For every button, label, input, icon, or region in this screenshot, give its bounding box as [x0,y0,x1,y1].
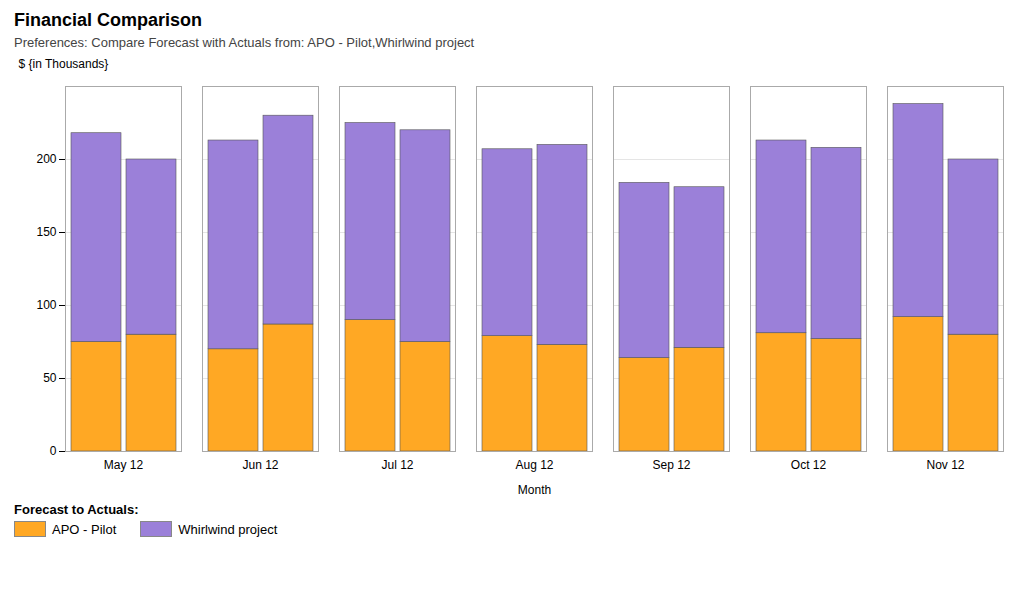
html-text:Financial Comparison: Financial Comparison [14,10,202,30]
svg-text:150: 150 [36,225,56,239]
svg-text:$ {in Thousands}: $ {in Thousands} [19,57,109,71]
svg-text:Jul 12: Jul 12 [381,458,413,472]
svg-text:200: 200 [36,152,56,166]
svg-text:Month: Month [518,483,551,497]
html-text:Whirlwind project: Whirlwind project [178,521,278,537]
svg-text:Jun 12: Jun 12 [242,458,278,472]
svg-text:Oct 12: Oct 12 [791,458,827,472]
svg-text:100: 100 [36,298,56,312]
html-text:APO - Pilot: APO - Pilot [52,521,117,537]
svg-text:May 12: May 12 [104,458,144,472]
html-text:Preferences: Compare Forecast: Preferences: Compare Forecast with Actua… [14,35,475,50]
html-text:Forecast to Actuals:: Forecast to Actuals: [14,502,139,517]
svg-text:Nov 12: Nov 12 [926,458,964,472]
svg-text:50: 50 [43,371,57,385]
svg-text:Sep 12: Sep 12 [652,458,690,472]
svg-text:0: 0 [50,444,57,458]
svg-text:Aug 12: Aug 12 [515,458,553,472]
